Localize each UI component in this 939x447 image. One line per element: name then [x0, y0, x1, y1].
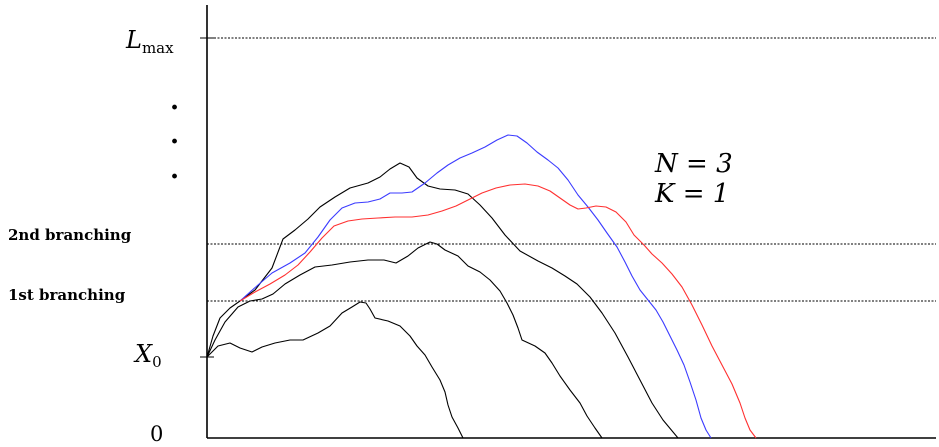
path-black-1 [206, 301, 464, 439]
path-black-3 [206, 162, 679, 439]
param-k: K = 1 [654, 179, 729, 209]
lmax-label: Lmax [125, 26, 174, 57]
first-branching-label: 1st branching [8, 286, 126, 304]
path-red [239, 183, 757, 439]
param-n: N = 3 [654, 149, 733, 179]
zero-label: 0 [150, 422, 163, 446]
ellipsis-dot-2: . [170, 120, 179, 150]
ellipsis-dot-1: . [170, 86, 179, 116]
path-blue [239, 134, 712, 439]
second-branching-label: 2nd branching [8, 226, 132, 244]
ellipsis-dot-3: . [170, 155, 179, 185]
x0-label: X0 [133, 340, 162, 371]
path-black-2 [206, 241, 603, 439]
